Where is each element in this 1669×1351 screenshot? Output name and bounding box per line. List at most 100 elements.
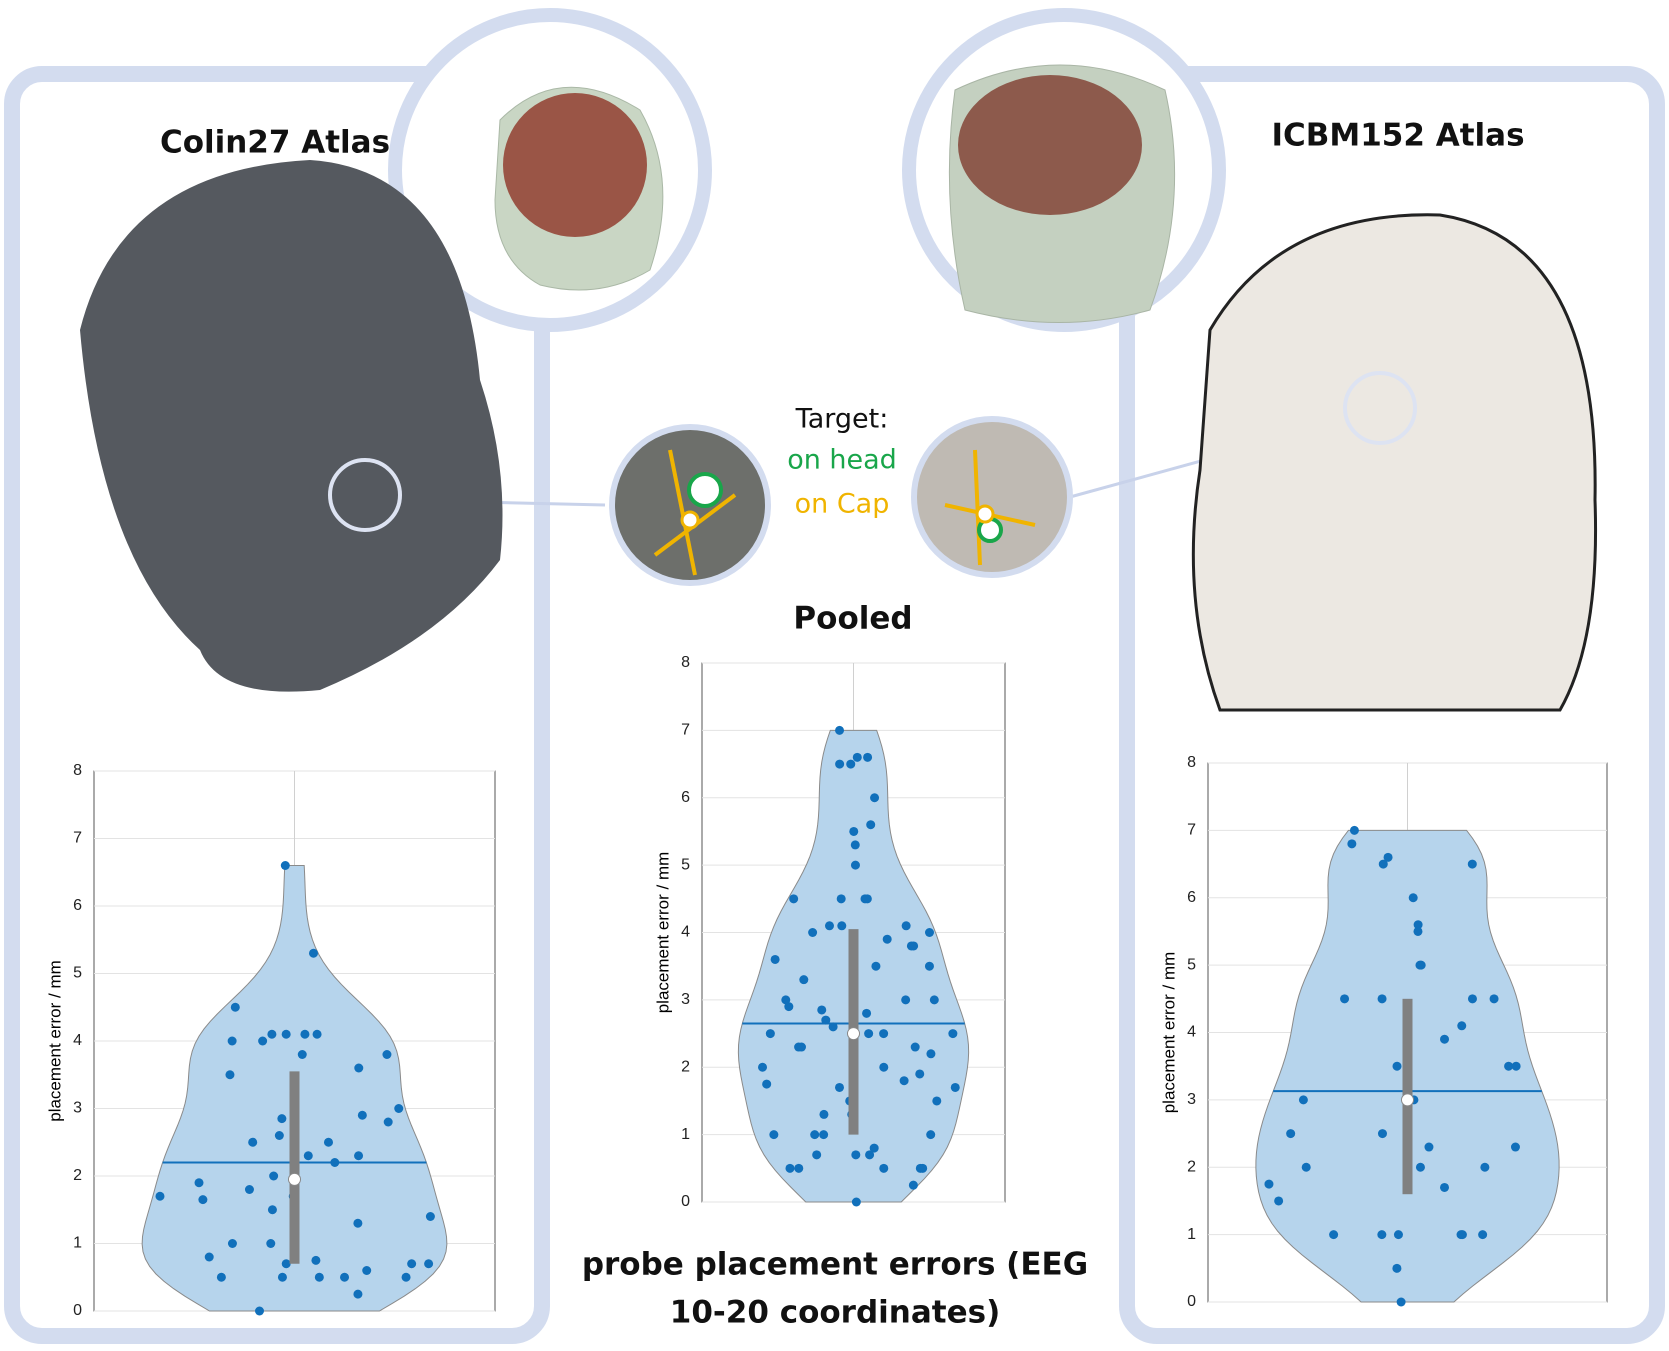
data-point (819, 1109, 829, 1119)
data-point (267, 1205, 277, 1215)
y-tick-label: 1 (73, 1235, 82, 1252)
data-point (1478, 1230, 1488, 1240)
data-point (862, 894, 872, 904)
data-point (879, 1029, 889, 1039)
data-point (357, 1110, 367, 1120)
data-point (303, 1151, 313, 1161)
data-point (1349, 825, 1359, 835)
data-point (277, 1272, 287, 1282)
data-point (821, 1015, 831, 1025)
data-point (216, 1272, 226, 1282)
data-point (354, 1063, 364, 1073)
right-panel (1119, 66, 1665, 1344)
data-point (785, 1163, 795, 1173)
data-point (781, 995, 791, 1005)
data-point (227, 1036, 237, 1046)
data-point (1408, 893, 1418, 903)
data-point (244, 1185, 254, 1194)
data-point (926, 1130, 936, 1140)
data-point (794, 1163, 804, 1173)
y-tick-label: 3 (73, 1100, 82, 1117)
data-point (1392, 1263, 1402, 1273)
data-point (765, 1029, 775, 1039)
y-axis-label: placement error / mm (45, 960, 64, 1122)
data-point (865, 1150, 875, 1160)
data-point (824, 921, 834, 931)
data-point (281, 1029, 291, 1039)
data-point (227, 1239, 237, 1248)
y-axis-label: placement error / mm (1159, 952, 1178, 1114)
y-tick-label: 0 (73, 1302, 82, 1319)
data-point (230, 1002, 240, 1012)
y-tick-label: 0 (681, 1193, 690, 1210)
data-point (312, 1029, 322, 1039)
data-point (849, 826, 859, 836)
data-point (1480, 1162, 1490, 1172)
y-tick-label: 4 (1187, 1024, 1196, 1041)
zoom-inset (609, 424, 771, 586)
data-point (882, 934, 892, 944)
left-panel (4, 66, 550, 1344)
head-target (687, 472, 723, 508)
data-point (918, 1163, 928, 1173)
median-marker (1401, 1093, 1414, 1107)
brain-render (958, 75, 1142, 215)
data-point (864, 1029, 874, 1039)
data-point (1440, 1182, 1450, 1192)
data-point (870, 793, 880, 803)
y-tick-label: 7 (73, 830, 82, 847)
data-point (852, 752, 862, 762)
data-point (906, 941, 916, 951)
y-tick-label: 4 (681, 924, 690, 941)
data-point (1340, 994, 1350, 1004)
data-point (899, 1076, 909, 1086)
data-point (277, 1114, 287, 1124)
data-point (869, 1143, 879, 1153)
data-point (1457, 1021, 1467, 1031)
data-point (1467, 994, 1477, 1004)
data-point (424, 1259, 434, 1269)
data-point (789, 894, 799, 904)
data-point (836, 894, 846, 904)
y-tick-label: 3 (1187, 1091, 1196, 1108)
data-point (1377, 994, 1387, 1004)
median-marker (288, 1172, 301, 1186)
brain-render (503, 93, 647, 237)
data-point (863, 752, 873, 762)
data-point (948, 1029, 958, 1039)
data-point (1413, 920, 1423, 930)
y-tick-label: 5 (73, 965, 82, 982)
data-point (155, 1191, 165, 1201)
chart-title: ICBM152 Atlas (1271, 118, 1524, 154)
data-point (817, 1005, 827, 1015)
data-point (1511, 1061, 1521, 1071)
data-point (910, 1042, 920, 1052)
data-point (819, 1130, 829, 1140)
data-point (1383, 852, 1393, 862)
data-point (1415, 1162, 1425, 1172)
data-point (1298, 1095, 1308, 1105)
data-point (394, 1104, 404, 1113)
y-tick-label: 3 (681, 991, 690, 1008)
data-point (194, 1178, 204, 1188)
data-point (770, 954, 780, 964)
on-head-label: on head (787, 445, 897, 476)
median-marker (847, 1027, 860, 1041)
y-tick-label: 7 (681, 722, 690, 739)
data-point (353, 1289, 363, 1299)
data-point (908, 1180, 918, 1190)
caption: probe placement errors (EEG (582, 1247, 1088, 1283)
data-point (846, 759, 856, 769)
data-point (828, 1022, 838, 1032)
data-point (1378, 859, 1388, 869)
data-point (281, 1259, 291, 1269)
data-point (248, 1137, 258, 1147)
y-tick-label: 1 (681, 1126, 690, 1143)
data-point (851, 1150, 861, 1160)
data-point (762, 1079, 772, 1089)
data-point (382, 1050, 392, 1059)
data-point (269, 1171, 279, 1181)
data-point (300, 1029, 310, 1039)
data-point (834, 1082, 844, 1092)
